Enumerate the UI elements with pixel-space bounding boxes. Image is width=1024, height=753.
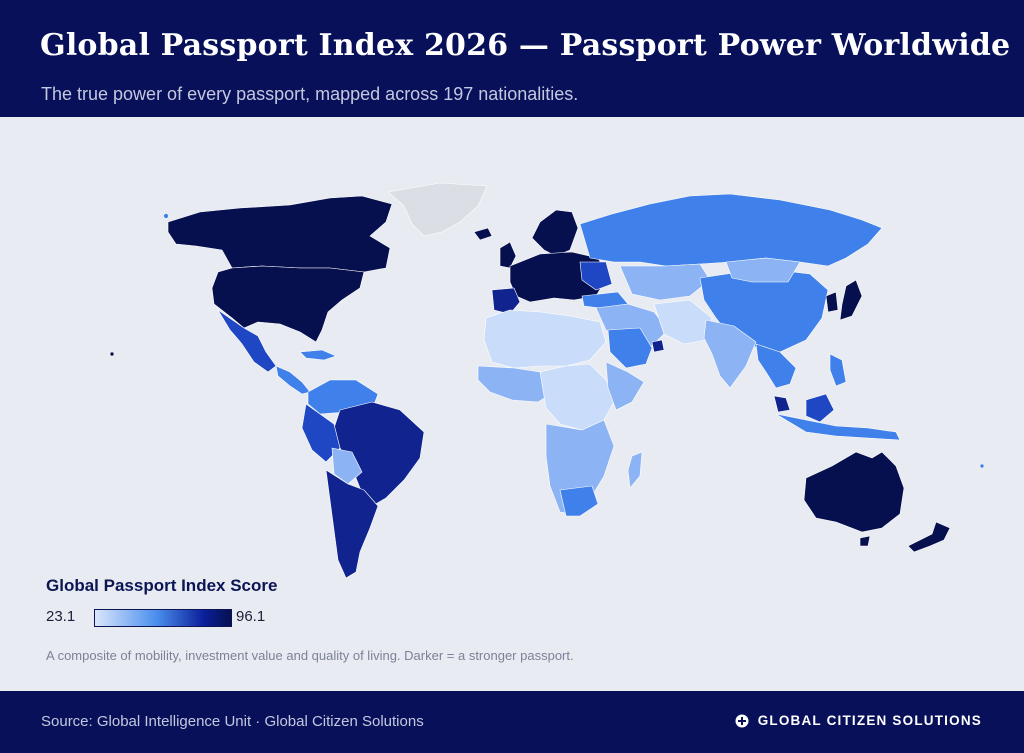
region-andes	[301, 403, 341, 463]
region-japan	[839, 279, 863, 321]
region-tasmania	[859, 535, 871, 547]
page-title: Global Passport Index 2026 — Passport Po…	[40, 28, 1011, 63]
region-russia	[579, 193, 883, 267]
region-iran-pakistan	[653, 299, 713, 345]
region-scandinavia	[531, 209, 579, 257]
region-canada	[167, 195, 393, 273]
region-korea	[825, 291, 839, 313]
region-north-africa	[483, 309, 607, 369]
region-philippines	[829, 353, 847, 387]
region-madagascar	[627, 451, 643, 489]
brand-name: GLOBAL CITIZEN SOLUTIONS	[757, 713, 982, 728]
page-subtitle: The true power of every passport, mapped…	[41, 84, 579, 104]
footer-bar: Source: Global Intelligence Unit · Globa…	[0, 691, 1024, 753]
legend-color-scale	[94, 609, 232, 627]
region-central-america	[275, 365, 311, 395]
globe-logo-icon	[735, 714, 749, 727]
region-argentina-chile	[325, 469, 379, 579]
legend-min-value: 23.1	[46, 608, 76, 625]
region-south-africa	[559, 485, 599, 517]
region-pacific-island	[979, 463, 985, 469]
region-southeast-asia	[755, 343, 797, 389]
map-note: A composite of mobility, investment valu…	[46, 648, 574, 663]
region-new-zealand	[907, 521, 951, 553]
legend-title: Global Passport Index Score	[46, 576, 278, 595]
source-text: Source: Global Intelligence Unit · Globa…	[41, 713, 424, 730]
region-indonesia	[775, 413, 901, 441]
region-borneo	[805, 393, 835, 423]
header-bar: Global Passport Index 2026 — Passport Po…	[0, 0, 1024, 117]
region-mexico	[217, 309, 277, 373]
region-uk	[499, 241, 517, 269]
region-alaska-west	[163, 213, 169, 219]
region-iberia	[491, 287, 521, 315]
region-usa	[211, 265, 365, 343]
region-bolivia	[331, 447, 363, 485]
region-mongolia	[725, 257, 801, 283]
region-uae	[651, 339, 665, 353]
region-central-asia	[619, 263, 711, 301]
region-caribbean	[299, 349, 337, 361]
region-central-africa	[539, 363, 617, 431]
region-hawaii	[109, 351, 115, 357]
brand-logo[interactable]: GLOBAL CITIZEN SOLUTIONS	[735, 713, 982, 728]
region-saudi-arabia	[607, 327, 653, 369]
region-india	[703, 319, 757, 389]
legend-max-value: 96.1	[236, 608, 266, 625]
region-west-africa	[477, 365, 555, 403]
region-iceland	[473, 227, 493, 241]
world-map	[109, 182, 985, 579]
region-australia	[803, 451, 905, 533]
region-malaysia	[773, 395, 791, 413]
region-east-africa	[605, 361, 645, 411]
region-eastern-europe	[579, 261, 613, 291]
region-greenland	[387, 182, 488, 237]
